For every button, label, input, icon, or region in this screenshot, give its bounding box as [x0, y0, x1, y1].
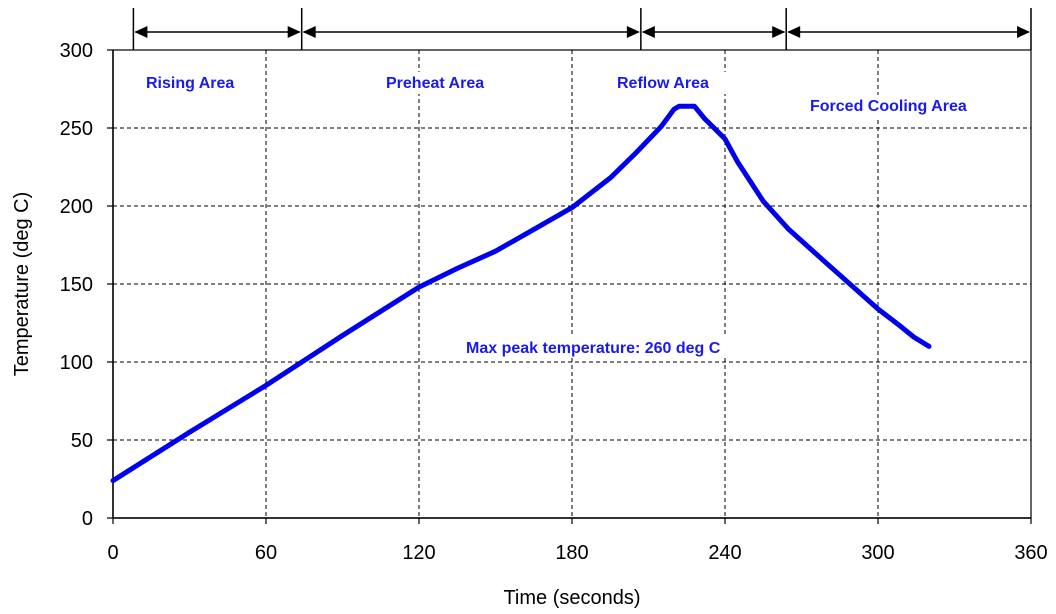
grid-lines	[113, 50, 1031, 518]
peak-temperature-annotation: Max peak temperature: 260 deg C	[466, 340, 721, 357]
y-tick-label: 300	[60, 40, 93, 62]
y-tick-label: 200	[60, 196, 93, 218]
region-label-background	[806, 95, 997, 117]
region-arrow-head	[287, 26, 301, 38]
x-tick-label: 0	[107, 542, 118, 564]
region-arrow-head	[302, 26, 316, 38]
region-label: Forced Cooling Area	[810, 98, 967, 115]
annotation-background	[460, 336, 810, 358]
series-layer	[110, 103, 932, 484]
region-arrow-head	[787, 26, 801, 38]
region-label-background	[613, 72, 727, 94]
region-arrow-head	[772, 26, 786, 38]
x-tick-label: 60	[255, 542, 277, 564]
region-arrow-head	[134, 26, 148, 38]
region-label-background	[382, 72, 506, 94]
x-axis-title: Time (seconds)	[503, 587, 640, 609]
y-tick-label: 250	[60, 118, 93, 140]
region-label: Rising Area	[146, 75, 234, 92]
y-axis-title: Temperature (deg C)	[11, 192, 33, 377]
x-tick-label: 120	[402, 542, 435, 564]
x-tick-label: 300	[861, 542, 894, 564]
y-tick-label: 100	[60, 352, 93, 374]
x-tick-label: 360	[1014, 542, 1047, 564]
region-arrow-head	[1017, 26, 1030, 38]
y-tick-label: 150	[60, 274, 93, 296]
region-arrow-head	[626, 26, 640, 38]
region-label: Preheat Area	[386, 75, 484, 92]
region-arrow-head	[641, 26, 655, 38]
axes: 0 60 120 180 240 300 360 0 50 100 150 200 250 300	[60, 40, 1048, 564]
x-tick-label: 240	[708, 542, 741, 564]
y-tick-label: 0	[82, 508, 93, 530]
temperature-profile-line	[110, 103, 932, 484]
region-label: Reflow Area	[617, 75, 709, 92]
region-label-background	[142, 72, 256, 94]
region-markers	[132, 8, 1032, 50]
labels: Rising Area Preheat Area Reflow Area Forced…	[142, 72, 997, 117]
x-tick-label: 180	[555, 542, 588, 564]
y-tick-label: 50	[71, 430, 93, 452]
